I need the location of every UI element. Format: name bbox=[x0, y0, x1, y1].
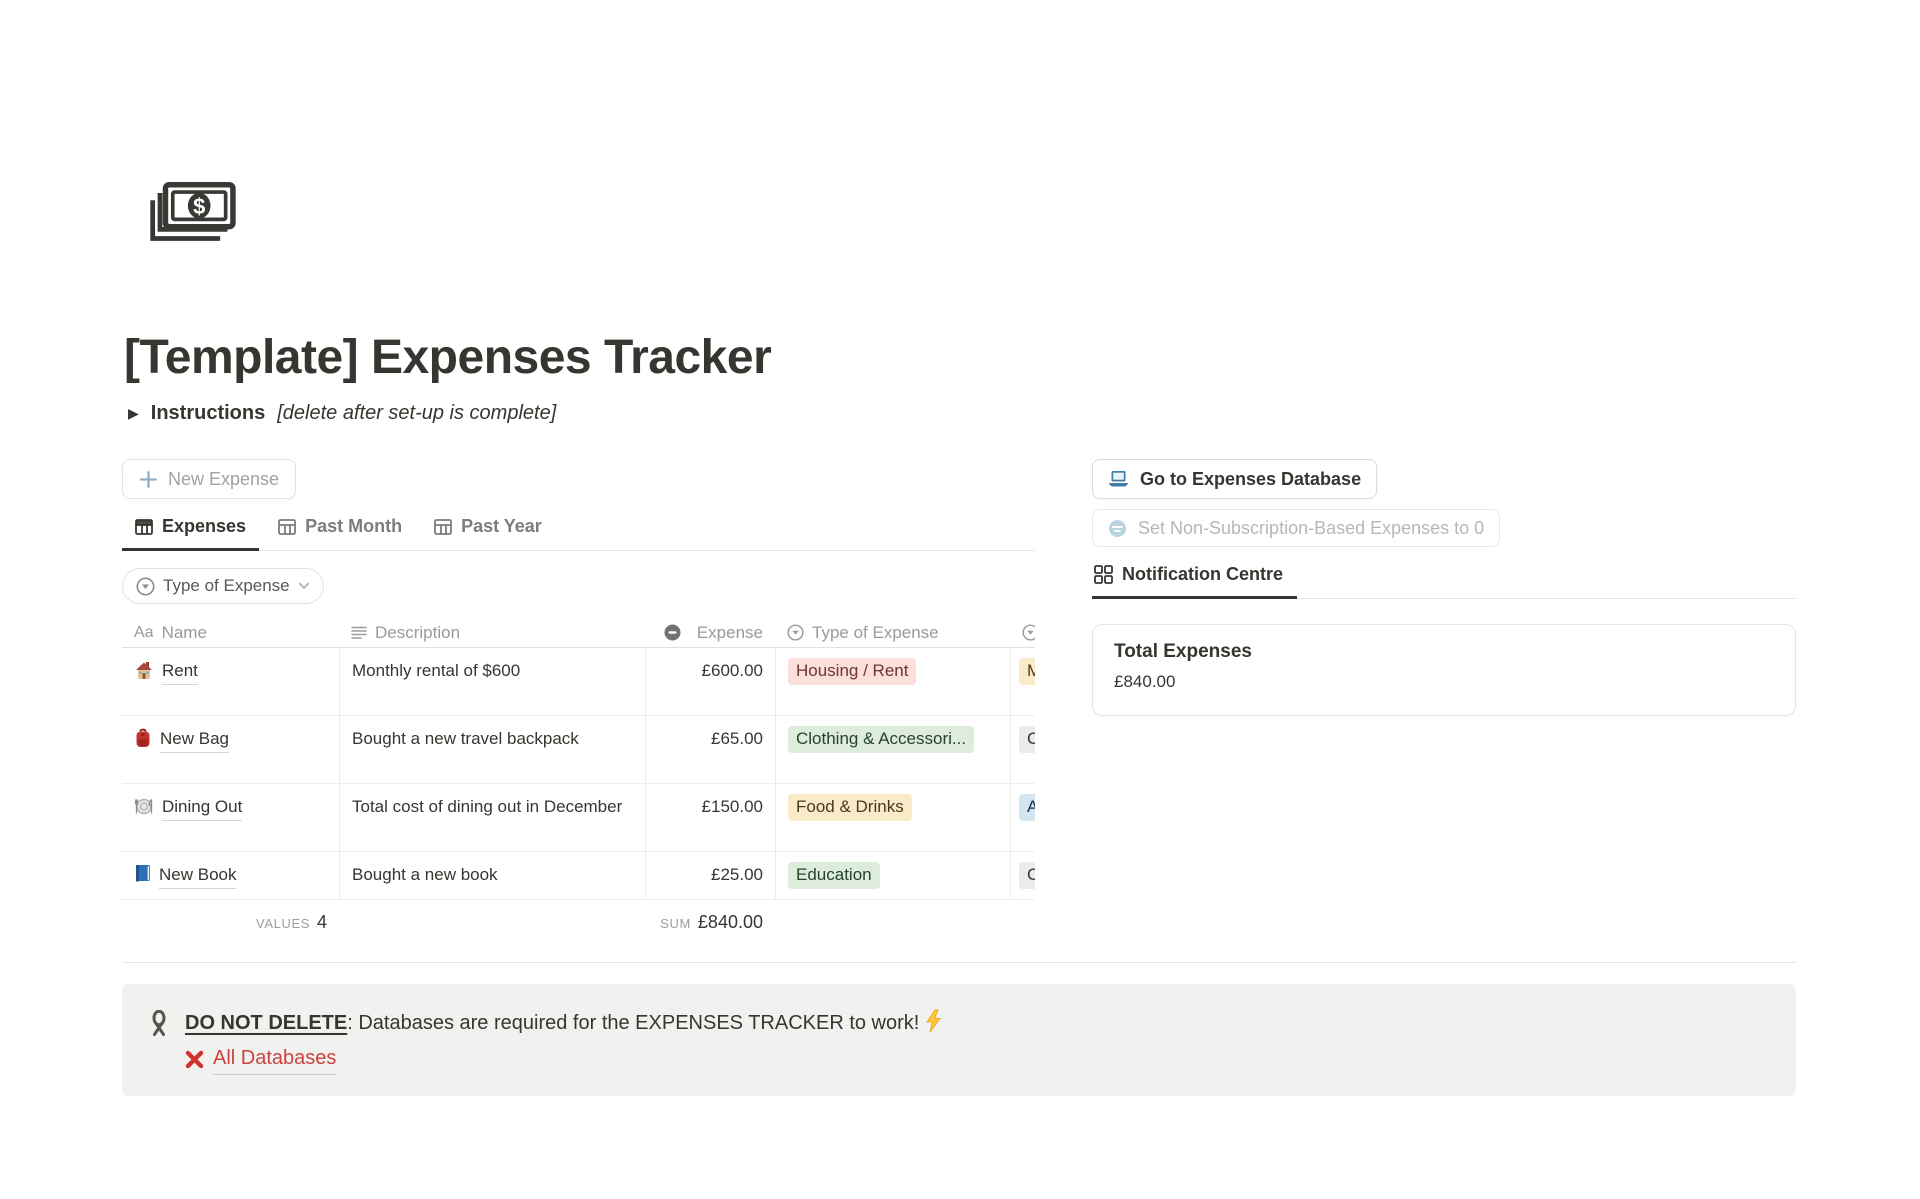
sum-aggregate[interactable]: SUM £840.00 bbox=[660, 912, 763, 932]
row-extra-cell[interactable]: C bbox=[1010, 716, 1035, 783]
values-aggregate[interactable]: VALUES 4 bbox=[256, 912, 327, 932]
table-row: Rent Monthly rental of $600 £600.00 Hous… bbox=[122, 648, 1035, 716]
card-title: Total Expenses bbox=[1114, 641, 1252, 662]
all-databases-link[interactable]: All Databases bbox=[213, 1043, 337, 1075]
instructions-note: [delete after set-up is complete] bbox=[277, 402, 557, 424]
column-header-type[interactable]: Type of Expense bbox=[775, 623, 1010, 643]
table-view-icon bbox=[278, 518, 296, 535]
filter-label: Type of Expense bbox=[163, 576, 290, 595]
row-extra-cell[interactable]: A bbox=[1010, 784, 1035, 851]
dollar-banknotes-icon: $ bbox=[150, 182, 236, 241]
row-expense[interactable]: £600.00 bbox=[645, 648, 775, 715]
column-header-extra[interactable] bbox=[1010, 624, 1035, 641]
column-header-expense[interactable]: Expense bbox=[645, 623, 775, 643]
row-extra-cell[interactable]: M bbox=[1010, 648, 1035, 715]
type-tag: Housing / Rent bbox=[788, 658, 917, 685]
button-disc-icon bbox=[1109, 519, 1126, 537]
new-expense-label: New Expense bbox=[168, 468, 280, 489]
total-expenses-card[interactable]: Total Expenses £840.00 bbox=[1092, 624, 1796, 716]
row-description[interactable]: Bought a new travel backpack bbox=[339, 716, 645, 783]
lightning-icon bbox=[925, 1009, 941, 1033]
warning-text: DO NOT DELETE: Databases are required fo… bbox=[185, 1008, 942, 1039]
go-to-expenses-database-button[interactable]: Go to Expenses Database bbox=[1092, 459, 1378, 499]
warning-callout: DO NOT DELETE: Databases are required fo… bbox=[122, 984, 1796, 1096]
table-row: Dining Out Total cost of dining out in D… bbox=[122, 784, 1035, 852]
page-divider bbox=[122, 962, 1796, 963]
extra-tag: C bbox=[1019, 726, 1035, 753]
view-tabs: Expenses Past Month Past Year bbox=[122, 512, 1035, 551]
set-zero-label: Set Non-Subscription-Based Expenses to 0 bbox=[1138, 517, 1485, 538]
set-non-subscription-expenses-button[interactable]: Set Non-Subscription-Based Expenses to 0 bbox=[1092, 509, 1501, 547]
row-expense[interactable]: £65.00 bbox=[645, 716, 775, 783]
select-property-icon bbox=[136, 577, 155, 595]
table-header-row: Aa Name Description Expense Type of Expe… bbox=[122, 618, 1035, 648]
tab-label: Expenses bbox=[162, 516, 247, 536]
page-title: [Template] Expenses Tracker bbox=[124, 331, 772, 384]
tab-notification-centre[interactable]: Notification Centre bbox=[1092, 560, 1298, 599]
tab-past-month[interactable]: Past Month bbox=[265, 512, 415, 551]
laptop-icon bbox=[1109, 471, 1128, 487]
description-property-icon bbox=[351, 626, 367, 639]
tab-label: Past Month bbox=[305, 516, 403, 536]
row-extra-cell[interactable]: C bbox=[1010, 852, 1035, 899]
row-expense[interactable]: £150.00 bbox=[645, 784, 775, 851]
svg-text:$: $ bbox=[193, 194, 205, 219]
chevron-down-icon bbox=[298, 582, 310, 590]
column-header-description[interactable]: Description bbox=[339, 623, 645, 643]
row-name-link[interactable]: New Bag bbox=[160, 726, 229, 753]
cross-mark-icon bbox=[185, 1050, 204, 1068]
row-description[interactable]: Total cost of dining out in December bbox=[339, 784, 645, 851]
instructions-toggle[interactable]: ▶ Instructions [delete after set-up is c… bbox=[128, 402, 556, 425]
table-footer: VALUES 4 SUM £840.00 bbox=[122, 900, 1035, 933]
tab-expenses[interactable]: Expenses bbox=[122, 512, 260, 551]
tab-label: Past Year bbox=[461, 516, 542, 536]
number-property-icon bbox=[664, 624, 681, 641]
dining-icon bbox=[134, 798, 153, 815]
tab-past-year[interactable]: Past Year bbox=[421, 512, 555, 551]
row-type-cell[interactable]: Education bbox=[775, 852, 1010, 899]
tab-label: Notification Centre bbox=[1122, 564, 1284, 584]
notification-tabs: Notification Centre bbox=[1092, 560, 1796, 599]
row-type-cell[interactable]: Housing / Rent bbox=[775, 648, 1010, 715]
gallery-view-icon bbox=[1094, 565, 1113, 584]
row-description[interactable]: Bought a new book bbox=[339, 852, 645, 899]
page-icon-money[interactable]: $ bbox=[145, 182, 237, 244]
extra-tag: A bbox=[1019, 794, 1035, 821]
ribbon-icon bbox=[152, 1010, 166, 1036]
row-expense[interactable]: £25.00 bbox=[645, 852, 775, 899]
type-tag: Clothing & Accessori... bbox=[788, 726, 975, 753]
backpack-icon bbox=[136, 728, 150, 747]
book-icon bbox=[136, 865, 150, 882]
select-property-icon bbox=[787, 624, 804, 641]
column-header-name[interactable]: Aa Name bbox=[134, 622, 207, 642]
card-value: £840.00 bbox=[1114, 672, 1176, 691]
row-name-link[interactable]: Dining Out bbox=[162, 794, 243, 821]
table-row: New Book Bought a new book £25.00 Educat… bbox=[122, 852, 1035, 900]
type-tag: Food & Drinks bbox=[788, 794, 912, 821]
select-property-icon bbox=[1022, 624, 1035, 641]
extra-tag: M bbox=[1019, 658, 1035, 685]
house-icon bbox=[136, 662, 152, 679]
text-property-icon: Aa bbox=[134, 623, 154, 641]
expenses-table: Aa Name Description Expense Type of Expe… bbox=[122, 618, 1035, 900]
plus-icon bbox=[139, 470, 158, 488]
row-description[interactable]: Monthly rental of $600 bbox=[339, 648, 645, 715]
type-tag: Education bbox=[788, 862, 880, 889]
extra-tag: C bbox=[1019, 862, 1035, 889]
row-name-link[interactable]: New Book bbox=[159, 862, 237, 889]
row-name-link[interactable]: Rent bbox=[162, 658, 198, 685]
toggle-triangle-icon[interactable]: ▶ bbox=[128, 405, 139, 421]
new-expense-button[interactable]: New Expense bbox=[122, 459, 297, 499]
instructions-label: Instructions bbox=[150, 402, 266, 424]
table-row: New Bag Bought a new travel backpack £65… bbox=[122, 716, 1035, 784]
go-to-db-label: Go to Expenses Database bbox=[1140, 468, 1362, 489]
table-view-icon bbox=[434, 518, 452, 535]
filter-type-of-expense[interactable]: Type of Expense bbox=[122, 568, 324, 604]
row-type-cell[interactable]: Clothing & Accessori... bbox=[775, 716, 1010, 783]
table-view-icon bbox=[135, 518, 153, 535]
row-type-cell[interactable]: Food & Drinks bbox=[775, 784, 1010, 851]
